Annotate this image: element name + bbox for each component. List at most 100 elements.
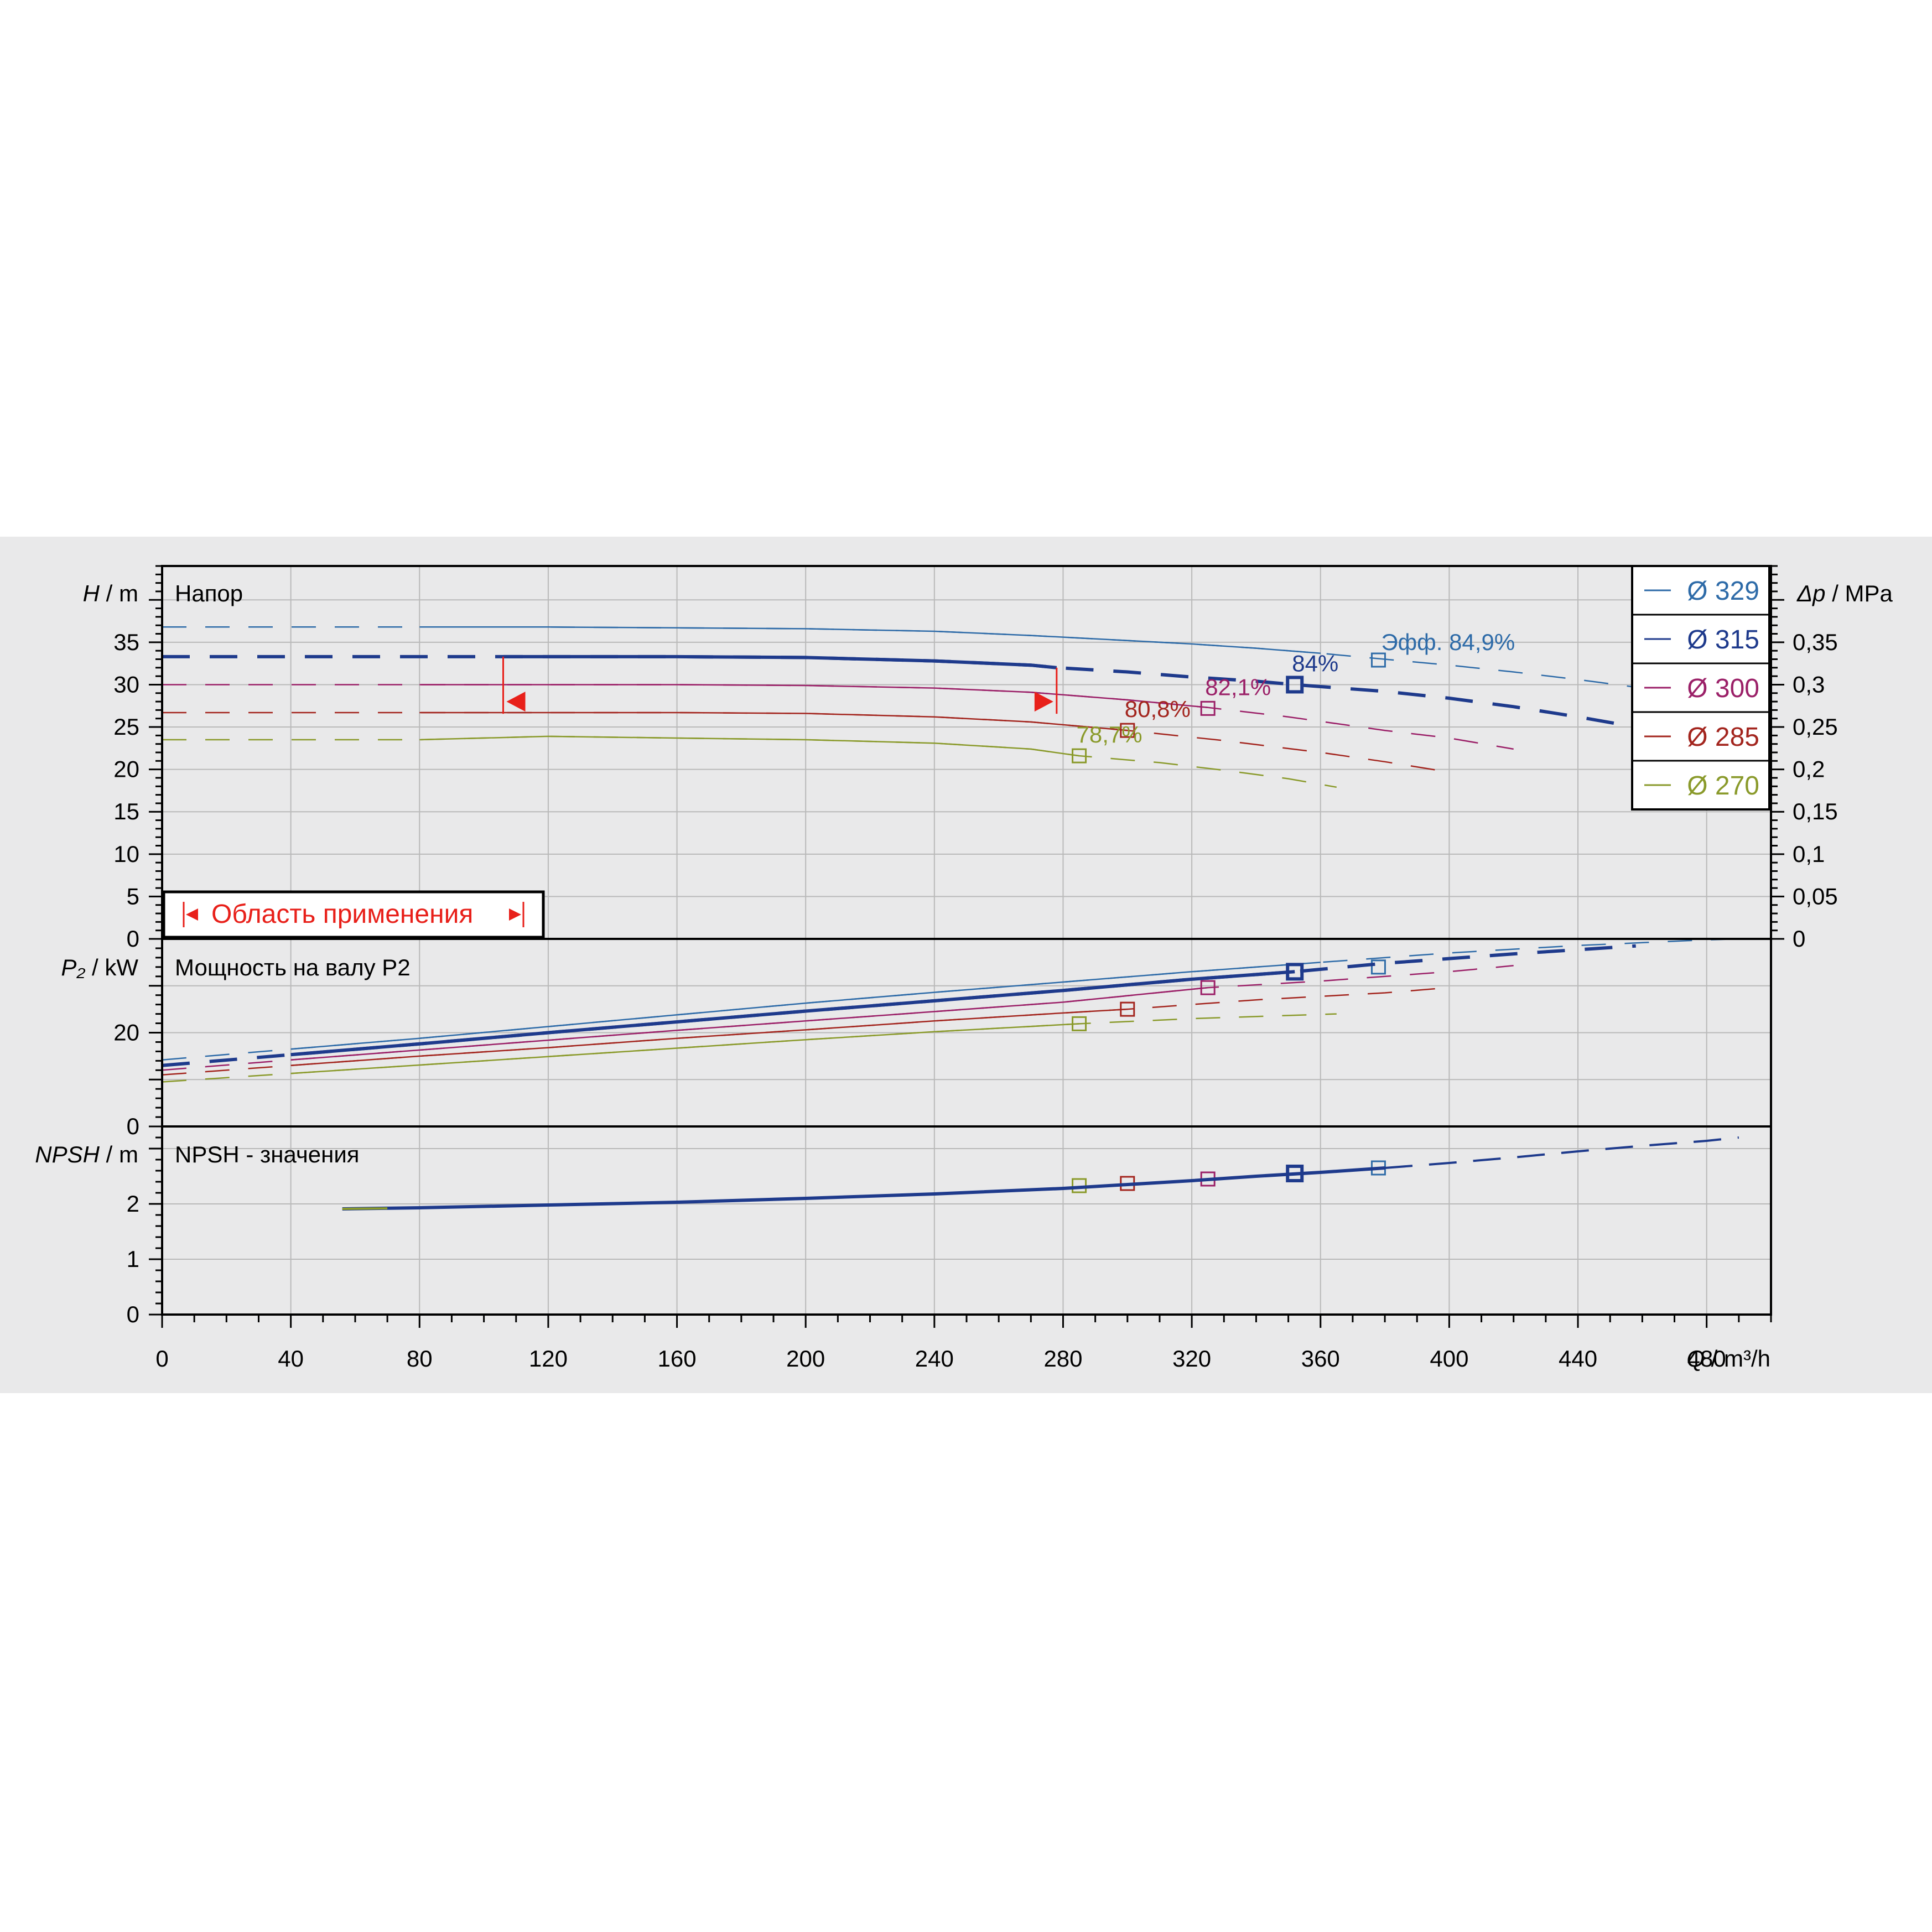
tick-marks <box>149 565 1784 1328</box>
npsh-axis-symbol: NPSH <box>35 1141 100 1167</box>
legend-entry-4: Ø 270 <box>1687 771 1759 801</box>
bep-marker-power-3 <box>1120 1001 1135 1017</box>
efficiency-label-4: 78,7% <box>1077 721 1142 747</box>
power-curve-solid-0 <box>290 962 1321 1050</box>
power-curve-solid-2 <box>290 986 1208 1061</box>
npsh-tick-label: 1 <box>127 1246 139 1272</box>
power-tick-label: 20 <box>113 1020 139 1046</box>
head-curve-solid-2 <box>419 684 1208 709</box>
operating-range-box-right-arrow <box>509 908 521 921</box>
head-axis-unit: / m <box>100 580 138 606</box>
bep-marker-head-3 <box>1120 723 1135 738</box>
legend: Ø 329 Ø 315 Ø 300 Ø 285 Ø 270 <box>1631 565 1770 811</box>
efficiency-label-2: 82,1% <box>1205 674 1271 700</box>
head-tick-label: 30 <box>113 671 139 697</box>
bep-marker-head-1 <box>1286 676 1304 694</box>
curves <box>162 626 1739 1211</box>
bep-marker-power-0 <box>1370 959 1386 975</box>
legend-entry-3: Ø 285 <box>1687 723 1759 752</box>
pressure-tick-label: 0,35 <box>1793 629 1838 655</box>
head-curve-4 <box>162 735 1337 788</box>
pressure-tick-label: 0,15 <box>1793 798 1838 824</box>
x-tick-label: 280 <box>1043 1346 1082 1372</box>
head-curve-3 <box>162 711 1443 772</box>
pressure-tick-label: 0,25 <box>1793 714 1838 740</box>
x-tick-label: 240 <box>915 1346 954 1372</box>
grid <box>162 566 1771 1315</box>
power-axis-symbol: P₂ <box>61 954 85 980</box>
x-tick-label: 440 <box>1559 1346 1597 1372</box>
x-tick-label: 120 <box>529 1346 568 1372</box>
bep-marker-head-2 <box>1200 700 1216 716</box>
head-curve-operating-1 <box>503 655 1057 669</box>
pressure-axis-unit: / MPa <box>1826 580 1893 606</box>
x-tick-label: 160 <box>658 1346 697 1372</box>
head-tick-label: 15 <box>113 798 139 824</box>
x-axis-label-symbol: Q <box>1686 1346 1705 1372</box>
x-tick-label: 360 <box>1301 1346 1340 1372</box>
head-panel-title: Напор <box>175 580 243 606</box>
npsh-tick-label: 0 <box>127 1301 139 1327</box>
head-tick-label: 5 <box>127 883 139 909</box>
pressure-tick-label: 0,1 <box>1793 841 1825 867</box>
x-tick-label: 320 <box>1172 1346 1211 1372</box>
power-axis-unit: / kW <box>85 954 138 980</box>
power-curve-solid-1 <box>290 970 1295 1057</box>
operating-range-left-arrow <box>506 692 526 712</box>
power-axis-label: P₂ / kW <box>61 954 138 980</box>
head-tick-label: 10 <box>113 841 139 867</box>
head-curve-solid-4 <box>419 735 1079 757</box>
legend-entry-1: Ø 315 <box>1687 625 1759 655</box>
power-curve-solid-3 <box>290 1008 1128 1067</box>
legend-entry-0: Ø 329 <box>1687 577 1759 606</box>
bep-marker-head-0 <box>1370 652 1386 668</box>
bep-marker-power-4 <box>1072 1016 1087 1031</box>
head-tick-label: 20 <box>113 756 139 782</box>
panel-frames <box>161 565 1772 1316</box>
x-tick-label: 40 <box>278 1346 304 1372</box>
pressure-tick-label: 0 <box>1793 926 1805 952</box>
operating-range-label: Область применения <box>211 900 473 929</box>
head-curve-solid-0 <box>419 626 1321 655</box>
power-curve-4 <box>162 1013 1337 1083</box>
head-tick-label: 35 <box>113 629 139 655</box>
pressure-tick-label: 0,3 <box>1793 671 1825 697</box>
npsh-curve-extension <box>1384 1136 1739 1169</box>
npsh-curve-start <box>342 1207 388 1210</box>
x-tick-label: 0 <box>155 1346 168 1372</box>
head-tick-label: 25 <box>113 714 139 740</box>
power-panel-title: Мощность на валу P2 <box>175 954 411 980</box>
operating-range-box-left-arrow <box>186 908 198 921</box>
head-axis-label: H / m <box>83 580 138 606</box>
head-tick-label: 0 <box>127 926 139 952</box>
bep-marker-power-2 <box>1200 980 1216 995</box>
efficiency-label-3: 80,8% <box>1125 696 1191 722</box>
head-axis-symbol: H <box>83 580 100 606</box>
bep-marker-head-4 <box>1072 748 1087 764</box>
efficiency-label-1: 84% <box>1292 650 1338 676</box>
head-curve-1 <box>162 655 1637 729</box>
x-axis-label-unit: / m³/h <box>1705 1346 1770 1372</box>
legend-entry-2: Ø 300 <box>1687 674 1759 703</box>
power-curve-3 <box>162 987 1443 1076</box>
head-curve-solid-3 <box>419 711 1128 731</box>
x-tick-label: 400 <box>1430 1346 1468 1372</box>
npsh-axis-label: NPSH / m <box>35 1141 138 1167</box>
x-tick-label: 80 <box>407 1346 433 1372</box>
efficiency-label-0: Эфф. 84,9% <box>1381 629 1515 655</box>
npsh-panel-title: NPSH - значения <box>175 1141 360 1167</box>
npsh-axis-unit: / m <box>100 1141 138 1167</box>
chart-background <box>0 537 1932 1393</box>
x-axis-label: Q / m³/h <box>1686 1346 1770 1372</box>
operating-range-box <box>162 890 545 939</box>
pressure-tick-label: 0,2 <box>1793 756 1825 782</box>
pressure-axis-label: Δp / MPa <box>1796 580 1893 606</box>
bep-marker-power-1 <box>1286 963 1304 981</box>
operating-range-right-arrow <box>1034 692 1053 712</box>
x-tick-label: 200 <box>786 1346 825 1372</box>
head-curve-2 <box>162 684 1514 750</box>
pressure-tick-label: 0,05 <box>1793 883 1838 909</box>
npsh-tick-label: 2 <box>127 1191 139 1217</box>
